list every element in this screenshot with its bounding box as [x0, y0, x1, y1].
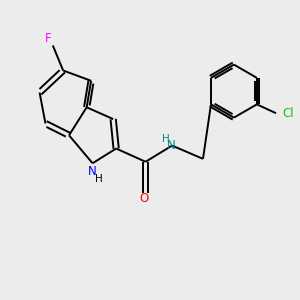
Text: H: H: [94, 174, 102, 184]
Text: Cl: Cl: [282, 107, 294, 120]
Text: N: N: [88, 165, 96, 178]
Text: H: H: [162, 134, 170, 144]
Text: O: O: [140, 192, 149, 205]
Text: N: N: [167, 139, 176, 152]
Text: F: F: [45, 32, 52, 46]
